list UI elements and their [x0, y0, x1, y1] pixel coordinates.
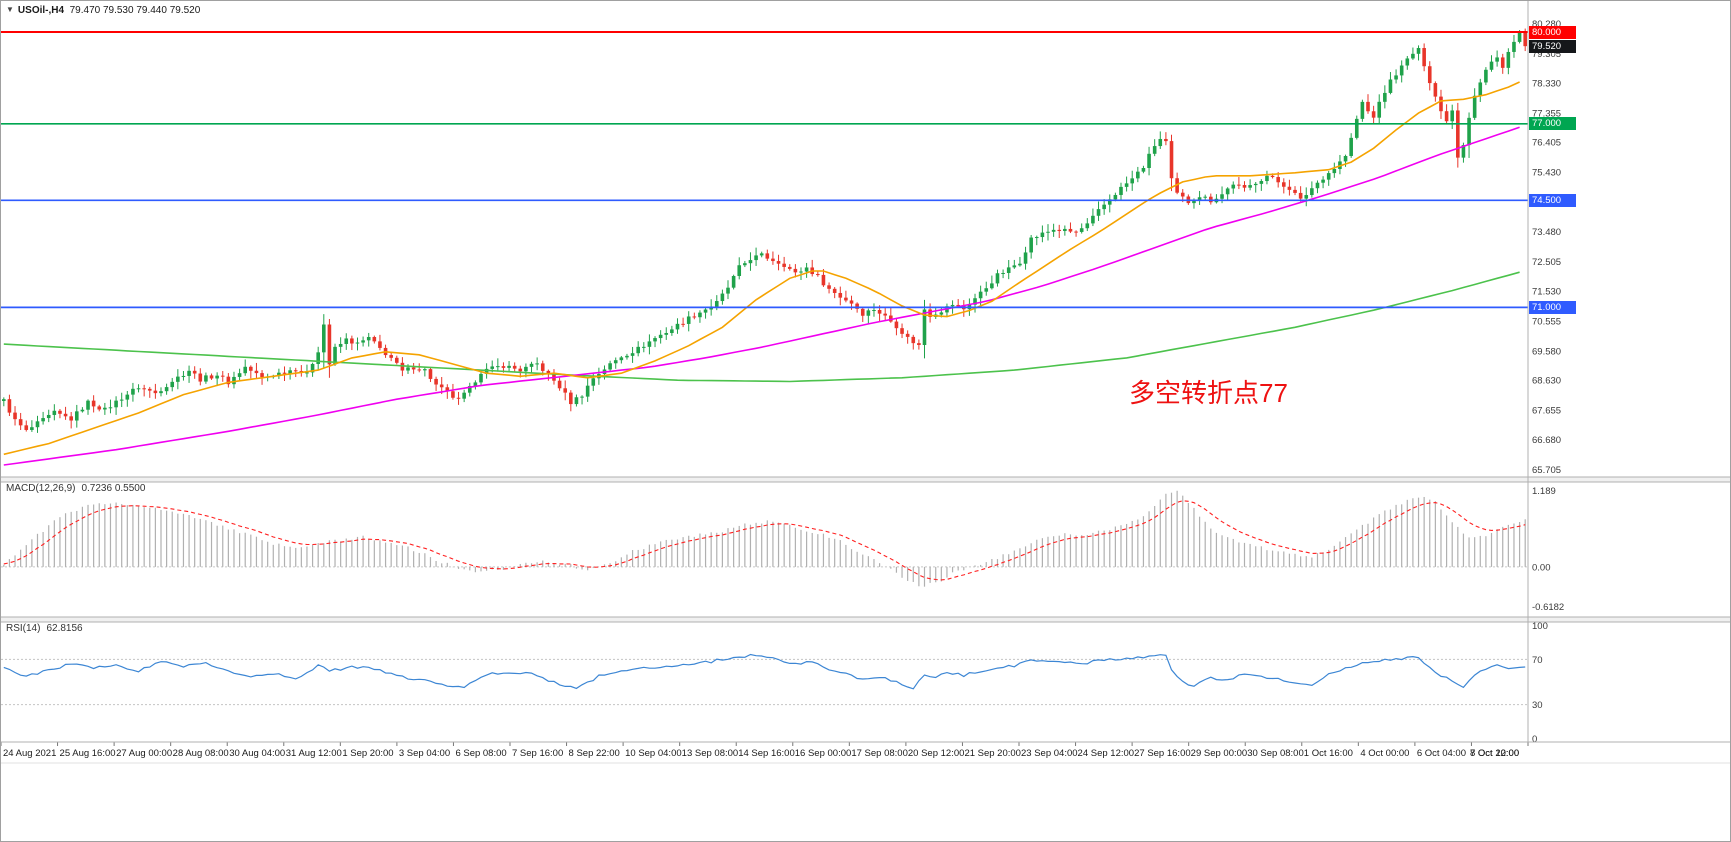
svg-text:4 Oct 00:00: 4 Oct 00:00	[1360, 748, 1409, 759]
svg-text:75.430: 75.430	[1532, 167, 1561, 178]
svg-text:7 Sep 16:00: 7 Sep 16:00	[512, 748, 563, 759]
svg-text:100: 100	[1532, 621, 1548, 632]
svg-text:1.189: 1.189	[1532, 486, 1556, 497]
svg-text:70.555: 70.555	[1532, 317, 1561, 328]
svg-text:68.630: 68.630	[1532, 375, 1561, 386]
rsi-name: RSI(14)	[6, 623, 41, 634]
svg-text:20 Sep 12:00: 20 Sep 12:00	[908, 748, 965, 759]
svg-text:6 Sep 08:00: 6 Sep 08:00	[455, 748, 506, 759]
svg-text:31 Aug 12:00: 31 Aug 12:00	[286, 748, 342, 759]
svg-text:10 Sep 04:00: 10 Sep 04:00	[625, 748, 682, 759]
svg-text:8 Oct 20:00: 8 Oct 20:00	[1470, 748, 1519, 759]
level-badge-80: 80.000	[1529, 25, 1576, 39]
macd-values: 0.7236 0.5500	[81, 483, 146, 494]
svg-text:78.330: 78.330	[1532, 79, 1561, 90]
svg-text:24 Sep 12:00: 24 Sep 12:00	[1078, 748, 1135, 759]
svg-text:14 Sep 16:00: 14 Sep 16:00	[738, 748, 795, 759]
svg-text:79.305: 79.305	[1532, 49, 1561, 60]
svg-text:76.405: 76.405	[1532, 138, 1561, 149]
rsi-indicator-label: RSI(14) 62.8156	[6, 623, 83, 634]
svg-text:65.705: 65.705	[1532, 465, 1561, 476]
chart-header: ▼ USOil-,H4 79.470 79.530 79.440 79.520	[6, 5, 200, 16]
svg-text:8 Sep 22:00: 8 Sep 22:00	[569, 748, 620, 759]
svg-text:77.355: 77.355	[1532, 108, 1561, 119]
svg-text:7 Oct 12:00: 7 Oct 12:00	[1470, 748, 1519, 759]
svg-text:0.00: 0.00	[1532, 562, 1551, 573]
collapse-triangle-icon[interactable]: ▼	[6, 5, 14, 14]
panel-borders	[1, 1, 1730, 764]
time-axis[interactable]	[1, 742, 1730, 763]
macd-name: MACD(12,26,9)	[6, 483, 76, 494]
chart-text-annotation[interactable]: 多空转折点77	[1129, 378, 1288, 408]
svg-text:30 Sep 08:00: 30 Sep 08:00	[1247, 748, 1304, 759]
current-price-badge: 79.520	[1529, 40, 1576, 54]
svg-text:21 Sep 20:00: 21 Sep 20:00	[964, 748, 1021, 759]
macd-panel[interactable]: 1.189 0.00 -0.6182	[1, 486, 1564, 613]
svg-text:28 Aug 08:00: 28 Aug 08:00	[173, 748, 229, 759]
svg-text:73.480: 73.480	[1532, 227, 1561, 238]
svg-text:24 Aug 2021: 24 Aug 2021	[3, 748, 56, 759]
svg-text:1 Sep 20:00: 1 Sep 20:00	[342, 748, 393, 759]
svg-text:27 Aug 00:00: 27 Aug 00:00	[116, 748, 172, 759]
symbol-title: USOil-,H4	[17, 5, 65, 16]
svg-text:29 Sep 00:00: 29 Sep 00:00	[1191, 748, 1248, 759]
level-badge-77: 77.000	[1529, 117, 1576, 131]
time-axis-labels: 24 Aug 2021 25 Aug 16:00 27 Aug 00:00 28 Au…	[1, 742, 1529, 759]
svg-text:70: 70	[1532, 655, 1543, 666]
svg-text:6 Oct 04:00: 6 Oct 04:00	[1417, 748, 1466, 759]
svg-text:13 Sep 08:00: 13 Sep 08:00	[682, 748, 739, 759]
svg-text:72.505: 72.505	[1532, 257, 1561, 268]
main-chart[interactable]: 80.280 79.305 78.330 77.355 76.405 75.430 73.4…	[1, 19, 1561, 476]
svg-text:67.655: 67.655	[1532, 405, 1561, 416]
ohlc-readout: 79.470 79.530 79.440 79.520	[69, 5, 201, 16]
candlesticks	[2, 28, 1527, 433]
svg-text:27 Sep 16:00: 27 Sep 16:00	[1134, 748, 1191, 759]
level-badge-71: 71.000	[1529, 300, 1576, 314]
macd-indicator-label: MACD(12,26,9) 0.7236 0.5500	[6, 483, 145, 494]
svg-text:30 Aug 04:00: 30 Aug 04:00	[229, 748, 285, 759]
svg-text:0: 0	[1532, 734, 1537, 745]
svg-text:66.680: 66.680	[1532, 435, 1561, 446]
price-axis[interactable]	[1529, 1, 1730, 742]
horizontal-level-lines[interactable]	[1, 31, 1528, 309]
moving-average-lines	[3, 81, 1520, 466]
svg-text:16 Sep 00:00: 16 Sep 00:00	[795, 748, 852, 759]
svg-text:80.280: 80.280	[1532, 19, 1561, 30]
svg-text:3 Sep 04:00: 3 Sep 04:00	[399, 748, 450, 759]
svg-text:30: 30	[1532, 700, 1543, 711]
svg-text:23 Sep 04:00: 23 Sep 04:00	[1021, 748, 1078, 759]
svg-text:-0.6182: -0.6182	[1532, 602, 1564, 613]
svg-text:69.580: 69.580	[1532, 346, 1561, 357]
level-badge-74-5: 74.500	[1529, 193, 1576, 207]
rsi-panel[interactable]: 100 70 30 0	[1, 621, 1548, 745]
price-axis-labels: 80.280 79.305 78.330 77.355 76.405 75.430 73.4…	[1532, 19, 1561, 476]
svg-text:17 Sep 08:00: 17 Sep 08:00	[851, 748, 908, 759]
rsi-values: 62.8156	[46, 623, 83, 634]
svg-text:1 Oct 16:00: 1 Oct 16:00	[1304, 748, 1353, 759]
svg-text:25 Aug 16:00: 25 Aug 16:00	[60, 748, 116, 759]
svg-text:71.530: 71.530	[1532, 287, 1561, 298]
